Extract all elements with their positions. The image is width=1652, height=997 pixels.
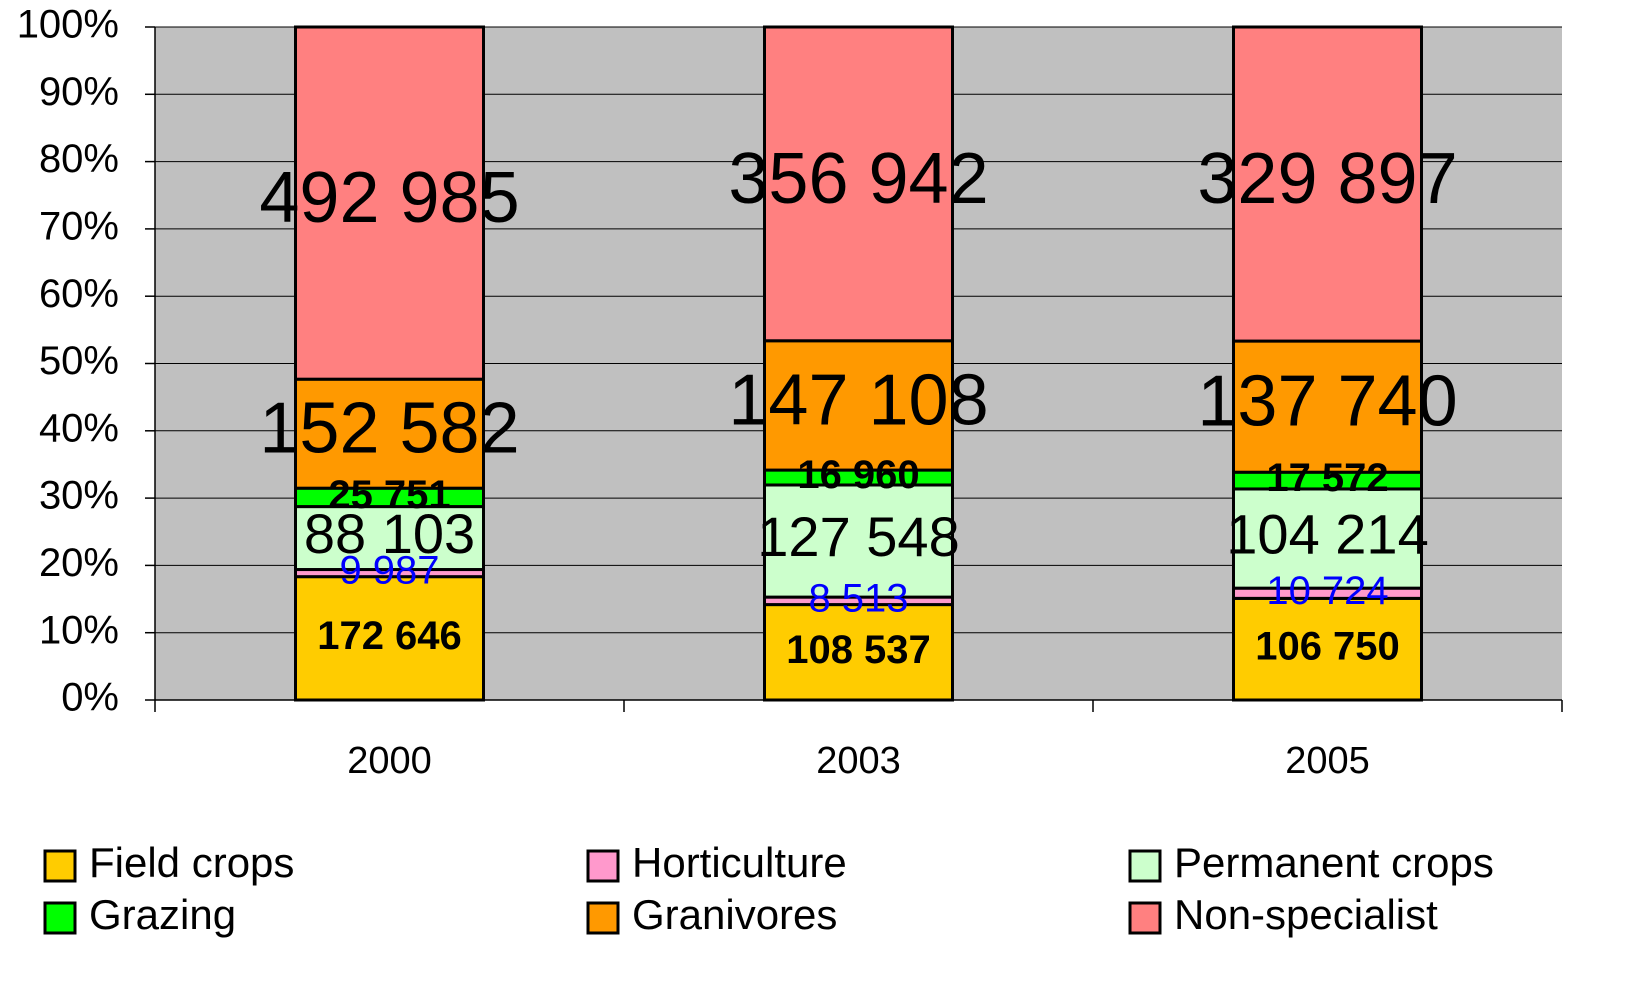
y-tick-label: 30% [39,474,119,518]
legend-swatch [1128,849,1162,883]
x-tick-label: 2003 [816,740,901,782]
y-tick-label: 50% [39,339,119,383]
y-tick-label: 10% [39,608,119,652]
bar-segment [294,25,485,381]
bar-segment [1232,487,1423,590]
data-label: 137 740 [1197,362,1457,442]
bar-segment [1232,25,1423,343]
data-label: 172 646 [317,614,462,658]
data-label: 356 942 [728,139,988,219]
y-tick-label: 70% [39,204,119,248]
data-label: 106 750 [1255,625,1400,669]
data-label: 127 548 [757,505,959,568]
data-label: 25 751 [328,473,450,517]
legend-label: Non-specialist [1174,891,1438,938]
data-label: 9 987 [339,549,439,593]
data-label: 88 103 [304,502,475,565]
y-tick-label: 0% [61,676,119,720]
data-label: 16 960 [797,453,919,497]
data-label: 17 572 [1266,456,1388,500]
legend-swatch [1128,901,1162,935]
legend-label: Grazing [89,891,236,938]
y-tick-label: 60% [39,272,119,316]
y-tick-label: 20% [39,541,119,585]
bar-segment [294,575,485,702]
data-label: 8 513 [808,576,908,620]
legend-label: Field crops [89,839,294,886]
y-tick-label: 80% [39,137,119,181]
legend-label: Granivores [632,891,837,938]
data-label: 329 897 [1197,139,1457,219]
y-tick-label: 100% [17,3,119,47]
x-tick-label: 2000 [347,740,432,782]
bar-segment [294,377,485,490]
legend-swatch [586,849,620,883]
bar-segment [763,339,954,472]
legend-swatch [43,849,77,883]
data-label: 152 582 [259,389,519,469]
legend-swatch [586,901,620,935]
legend-label: Horticulture [632,839,847,886]
x-tick-label: 2005 [1285,740,1370,782]
y-tick-label: 40% [39,406,119,450]
data-label: 492 985 [259,158,519,238]
data-label: 104 214 [1226,502,1428,565]
data-label: 108 537 [786,628,931,672]
bar-segment [1232,596,1423,702]
legend-label: Permanent crops [1174,839,1494,886]
bar-segment [763,483,954,599]
legend-swatch [43,901,77,935]
y-tick-label: 90% [39,70,119,114]
data-label: 10 724 [1266,569,1388,613]
bar-segment [763,603,954,702]
bar-segment [763,25,954,343]
data-label: 147 108 [728,360,988,440]
